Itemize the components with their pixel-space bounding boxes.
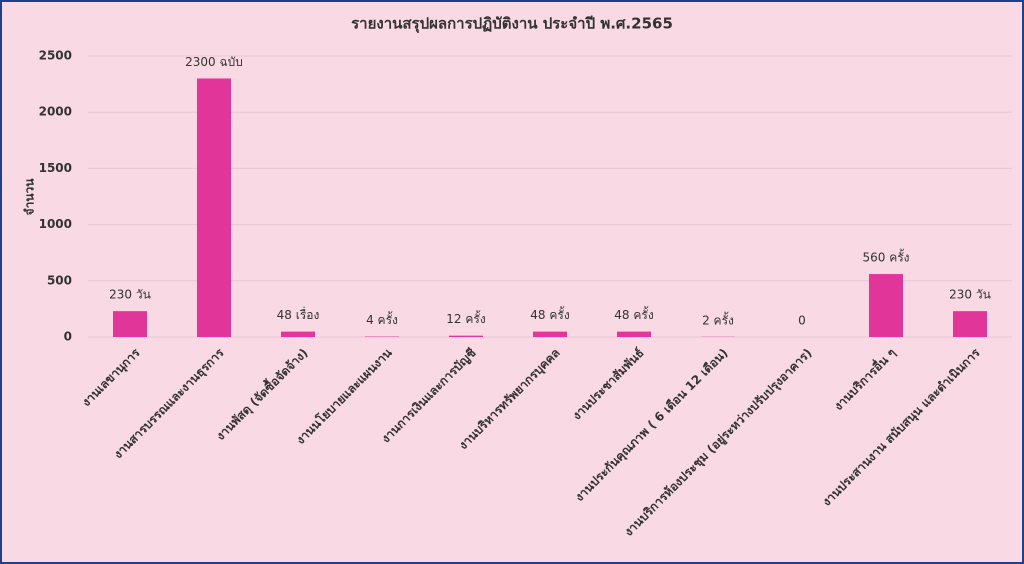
y-tick-label: 1500 — [39, 161, 72, 175]
data-label: 2 ครั้ง — [702, 311, 734, 327]
y-tick-label: 1000 — [39, 217, 72, 231]
chart-title: รายงานสรุปผลการปฏิบัติงาน ประจำปี พ.ศ.25… — [351, 15, 673, 34]
bar — [953, 311, 987, 337]
data-label: 230 วัน — [109, 288, 151, 302]
y-tick-label: 0 — [64, 330, 72, 344]
data-label: 48 ครั้ง — [614, 306, 653, 322]
data-label: 2300 ฉบับ — [185, 55, 243, 69]
data-label: 0 — [798, 314, 806, 328]
data-label: 12 ครั้ง — [446, 310, 485, 326]
y-tick-label: 2500 — [39, 49, 72, 63]
data-label: 48 ครั้ง — [530, 306, 569, 322]
y-tick-label: 500 — [47, 273, 72, 287]
bar — [617, 331, 651, 337]
data-label: 48 เรื่อง — [277, 306, 320, 322]
bar — [869, 274, 903, 337]
data-label: 230 วัน — [949, 288, 991, 302]
bar — [449, 335, 483, 337]
y-axis-label: จำนวน — [23, 178, 37, 216]
bar — [281, 331, 315, 337]
data-label: 560 ครั้ง — [862, 249, 909, 265]
bar — [197, 78, 231, 337]
bar — [113, 311, 147, 337]
bar — [533, 331, 567, 337]
y-tick-label: 2000 — [39, 105, 72, 119]
data-label: 4 ครั้ง — [366, 311, 398, 327]
